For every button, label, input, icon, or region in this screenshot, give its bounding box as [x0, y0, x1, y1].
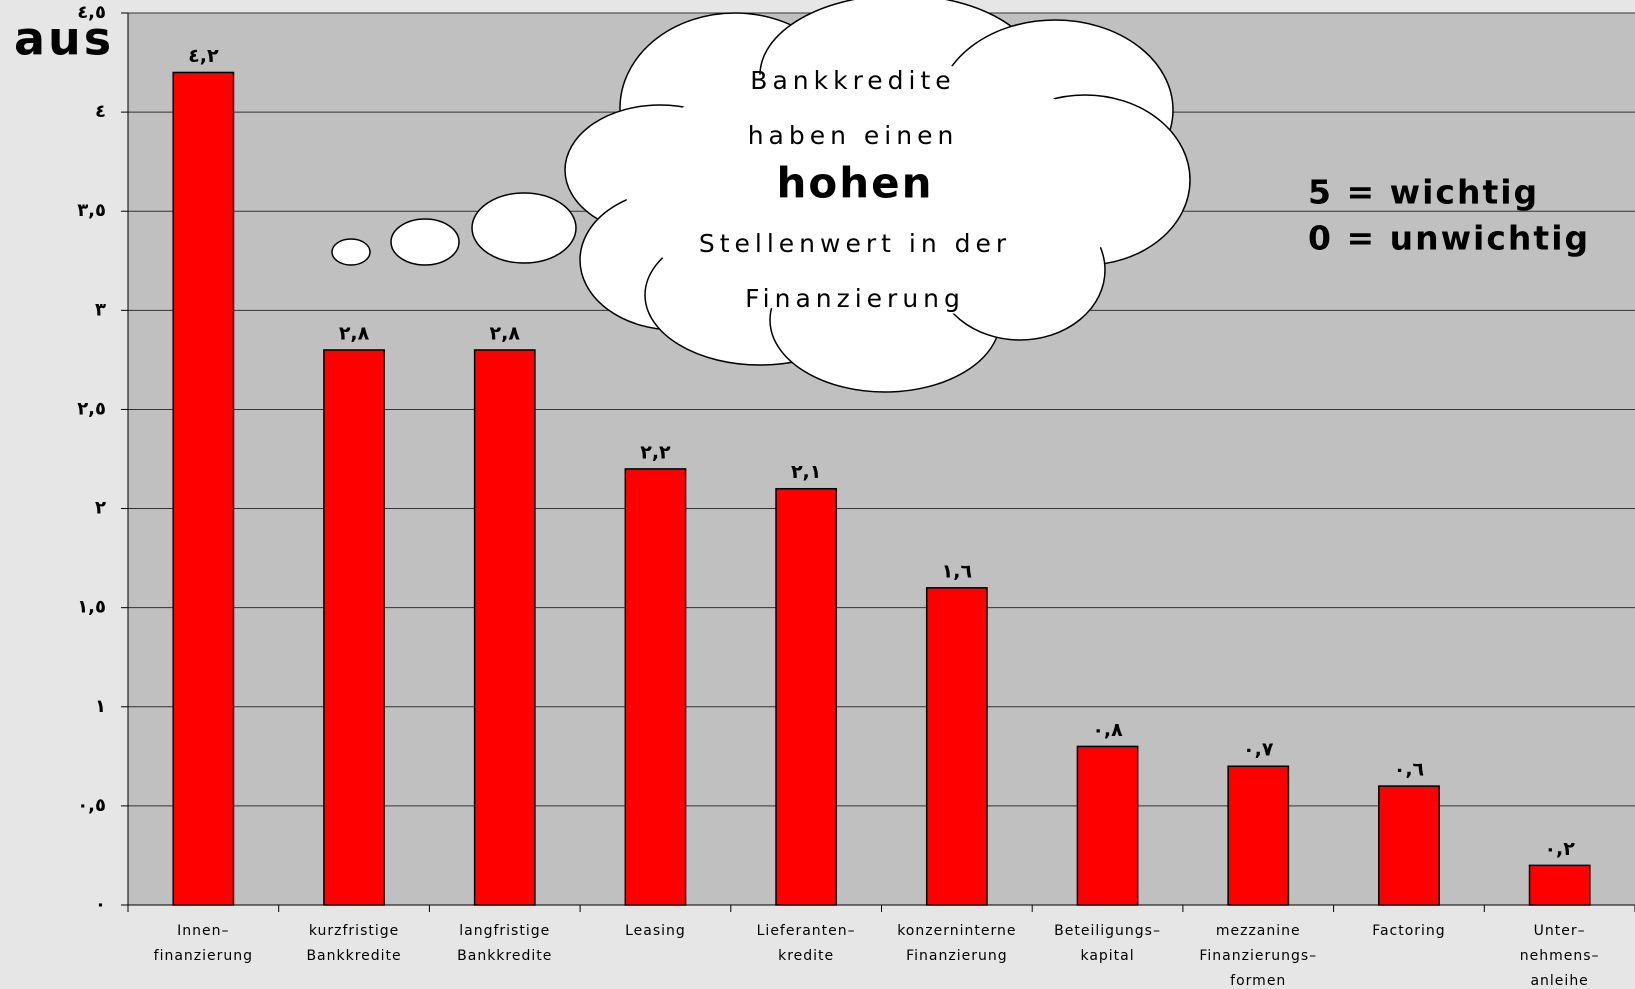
- x-tick-label: Bankkredite: [306, 948, 401, 964]
- bar: [625, 469, 685, 905]
- y-tick-label: ٤: [95, 101, 106, 122]
- y-tick-label: ٤,٥: [77, 2, 106, 23]
- value-label: ٢,٨: [339, 322, 370, 344]
- y-tick-label: ١,٥: [77, 597, 106, 618]
- y-tick-label: ٣: [95, 299, 106, 320]
- x-tick-label: nehmens–: [1520, 948, 1600, 964]
- cloud-line: haben einen: [748, 121, 959, 150]
- x-tick-label: Finanzierungs–: [1199, 948, 1317, 964]
- x-tick-label: formen: [1230, 973, 1286, 989]
- bar: [173, 72, 233, 905]
- value-label: ٠,٨: [1092, 719, 1123, 741]
- x-tick-label: Finanzierung: [906, 948, 1008, 964]
- x-tick-label: Factoring: [1372, 923, 1446, 939]
- value-label: ٠,٧: [1243, 739, 1274, 761]
- x-tick-label: langfristige: [459, 923, 550, 939]
- scale-note: 5 = wichtig: [1308, 173, 1539, 212]
- cloud-line: Finanzierung: [745, 284, 965, 313]
- x-tick-label: Beteiligungs–: [1054, 923, 1161, 939]
- x-tick-label: Unter–: [1534, 923, 1586, 939]
- cloud-line: Stellenwert in der: [699, 229, 1011, 258]
- value-label: ٠,٦: [1394, 759, 1424, 781]
- cloud-line: Bankkredite: [750, 66, 955, 95]
- bar: [324, 350, 384, 905]
- bar: [475, 350, 535, 905]
- scale-note: 0 = unwichtig: [1308, 219, 1590, 258]
- x-tick-label: kapital: [1080, 948, 1134, 964]
- bar: [776, 489, 836, 905]
- bar: [1228, 766, 1288, 905]
- x-tick-label: konzerninterne: [897, 923, 1016, 939]
- bar: [927, 588, 987, 905]
- bar: [1530, 865, 1590, 905]
- x-tick-label: mezzanine: [1216, 923, 1301, 939]
- x-tick-label: kurzfristige: [309, 923, 399, 939]
- bar: [1077, 746, 1137, 905]
- bar: [1379, 786, 1439, 905]
- x-tick-label: Lieferanten–: [757, 923, 856, 939]
- y-tick-label: ١: [95, 696, 106, 717]
- cloud-line: hohen: [776, 159, 933, 208]
- value-label: ٠,٢: [1544, 838, 1575, 860]
- value-label: ١,٦: [942, 560, 972, 582]
- value-label: ٢,٢: [640, 441, 671, 463]
- y-tick-label: ٠,٥: [77, 795, 106, 816]
- value-label: ٢,١: [791, 461, 821, 483]
- value-label: ٢,٨: [490, 322, 521, 344]
- x-tick-label: Leasing: [625, 923, 686, 939]
- x-tick-label: finanzierung: [154, 948, 253, 964]
- y-tick-label: ٣,٥: [77, 200, 106, 221]
- chart: aus Bankkredite haben einen hohen Stelle…: [0, 0, 1635, 989]
- x-tick-label: kredite: [778, 948, 834, 964]
- x-tick-label: anleihe: [1530, 973, 1588, 989]
- y-tick-label: ٢,٥: [77, 398, 106, 419]
- value-label: ٤,٢: [188, 45, 219, 67]
- x-tick-label: Innen–: [177, 923, 229, 939]
- y-tick-label: ٢: [95, 498, 106, 519]
- y-tick-label: ٠: [95, 894, 106, 915]
- x-tick-label: Bankkredite: [457, 948, 552, 964]
